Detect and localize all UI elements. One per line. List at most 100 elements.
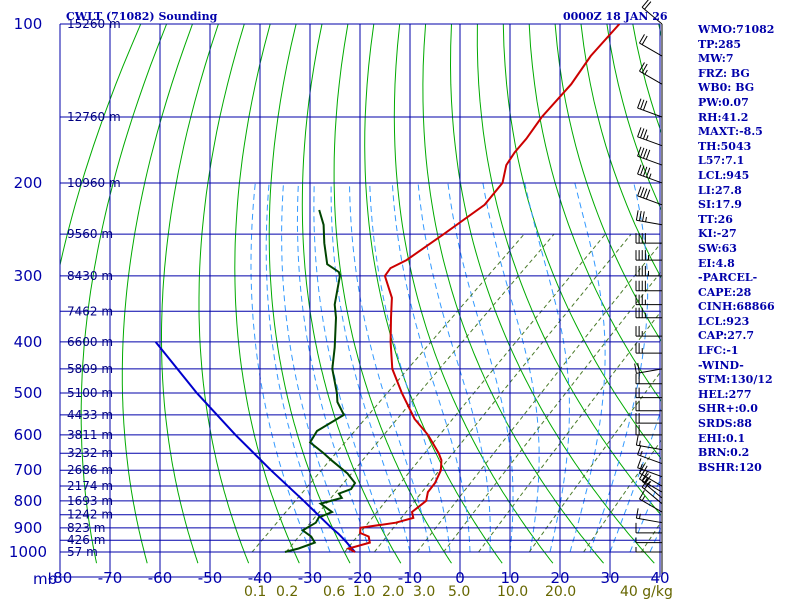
temperature-tick-label: -30 [298, 569, 323, 587]
index-value: SHR+:0.0 [698, 402, 758, 416]
wind-barb-flag [637, 458, 642, 468]
dry-adiabat [234, 24, 300, 564]
wind-barb-flag [639, 470, 645, 480]
wind-barb [635, 373, 662, 385]
height-label: 2686 m [67, 463, 113, 477]
pressure-axis-label: mb [33, 570, 57, 588]
index-value: EI:4.8 [698, 256, 735, 270]
wind-barb-flag [641, 35, 648, 45]
wind-barb-flag [637, 362, 640, 373]
dry-adiabat [161, 24, 219, 564]
mixing-ratio-lines [251, 233, 661, 553]
wind-barb-flag [635, 435, 639, 446]
index-value: -WIND- [698, 358, 744, 372]
dry-adiabat [333, 24, 452, 564]
chart-datetime: 0000Z 18 JAN 26 [563, 10, 668, 23]
pressure-label: 200 [14, 174, 43, 192]
wind-barb-staff [637, 136, 663, 147]
wind-barb [635, 400, 662, 412]
wind-barb-flag [644, 475, 652, 484]
dry-adiabat [80, 24, 168, 564]
wind-barb-staff [637, 155, 663, 166]
pressure-label: 700 [14, 461, 43, 479]
index-value: SRDS:88 [698, 417, 752, 431]
dry-adiabat [364, 24, 503, 564]
height-label: 3811 m [67, 428, 113, 442]
pressure-label: 400 [14, 333, 43, 351]
wind-barb-flag [637, 164, 642, 175]
mixing-ratio-line [285, 233, 555, 553]
moist-adiabat [569, 182, 606, 553]
wind-barb-flag [642, 211, 645, 222]
index-value: LCL:945 [698, 168, 750, 182]
wind-barb-flag [641, 63, 648, 73]
temperature-tick-label: -80 [48, 569, 73, 587]
mixing-ratio-label: 1.0 [353, 584, 375, 600]
wind-barb-staff [637, 173, 663, 184]
height-label: 15260 m [67, 17, 121, 31]
index-value: SW:63 [698, 241, 737, 255]
temperature-tick-label: -10 [398, 569, 423, 587]
height-label: 5100 m [67, 386, 113, 400]
wind-barb-flag [639, 490, 645, 500]
wind-barb-half-flag [644, 477, 648, 483]
temperature-labels: -80 -70 -60 -50 -40 -30 -20 -10 0 10 20 30 40 [48, 569, 670, 587]
pressure-label: 100 [14, 15, 43, 33]
dry-adiabat [554, 24, 661, 342]
height-label: 10960 m [67, 176, 121, 190]
moist-adiabat [417, 182, 491, 553]
wind-barb-staff [639, 478, 663, 493]
wind-barb-flag [642, 166, 648, 177]
dry-adiabat [268, 24, 351, 564]
wind-barb-flag [640, 165, 645, 176]
mixing-ratio-line [374, 233, 632, 553]
wind-barb-staff [636, 219, 663, 226]
wind-barb [639, 490, 663, 513]
mixing-ratio-line [528, 370, 661, 553]
index-value: TT:26 [698, 212, 733, 226]
wind-barb-flag [644, 480, 652, 490]
wind-barb-half-flag [645, 135, 649, 141]
wind-barb-staff [639, 498, 663, 513]
height-label: 57 m [67, 545, 98, 559]
wind-barb-staff [641, 480, 663, 499]
moist-adiabat [296, 182, 371, 553]
mixing-ratio-label: 0.1 [244, 584, 266, 600]
height-label: 3232 m [67, 446, 113, 460]
wind-barb-staff [639, 70, 663, 85]
wind-barb-half-flag [641, 495, 646, 501]
pressure-label: 1000 [9, 543, 47, 561]
mixing-ratio-label: 10.0 [497, 584, 528, 600]
index-value: BSHR:120 [698, 460, 762, 474]
wind-barb [641, 473, 663, 499]
wind-barb [635, 326, 662, 337]
height-label: 426 m [67, 533, 105, 547]
wind-barb-flag [639, 62, 645, 72]
wind-barb [635, 387, 662, 399]
wind-barb [639, 34, 663, 57]
index-value: MW:7 [698, 52, 734, 66]
wind-barb [635, 413, 662, 424]
height-label: 12760 m [67, 110, 121, 124]
wind-barb [637, 98, 663, 118]
index-value: LI:27.8 [698, 183, 742, 197]
temperature-tick-label: 20 [550, 569, 569, 587]
temperature-trace [345, 24, 621, 553]
height-labels: 15260 m 12760 m 10960 m 9560 m 8430 m 7462 m 6… [67, 17, 121, 559]
wind-barb [637, 146, 663, 166]
height-label: 2174 m [67, 479, 113, 493]
wind-barb-half-flag [644, 69, 648, 75]
wind-barb-flag [637, 127, 642, 137]
pressure-label: 600 [14, 426, 43, 444]
wind-barb-half-flag [646, 481, 651, 486]
wind-barb-half-flag [638, 440, 641, 446]
index-value: LFC:-1 [698, 344, 739, 358]
indices-panel: WMO:71082 TP:285 MW:7 FRZ: BG WB0: BG PW:0.07… [698, 23, 798, 475]
temperature-tick-label: -70 [98, 569, 123, 587]
wind-barb-half-flag [640, 450, 643, 456]
wind-barb-staff [641, 486, 663, 505]
dry-adiabat [60, 24, 142, 268]
parcel-trace [154, 341, 356, 553]
wind-barb [635, 547, 662, 553]
